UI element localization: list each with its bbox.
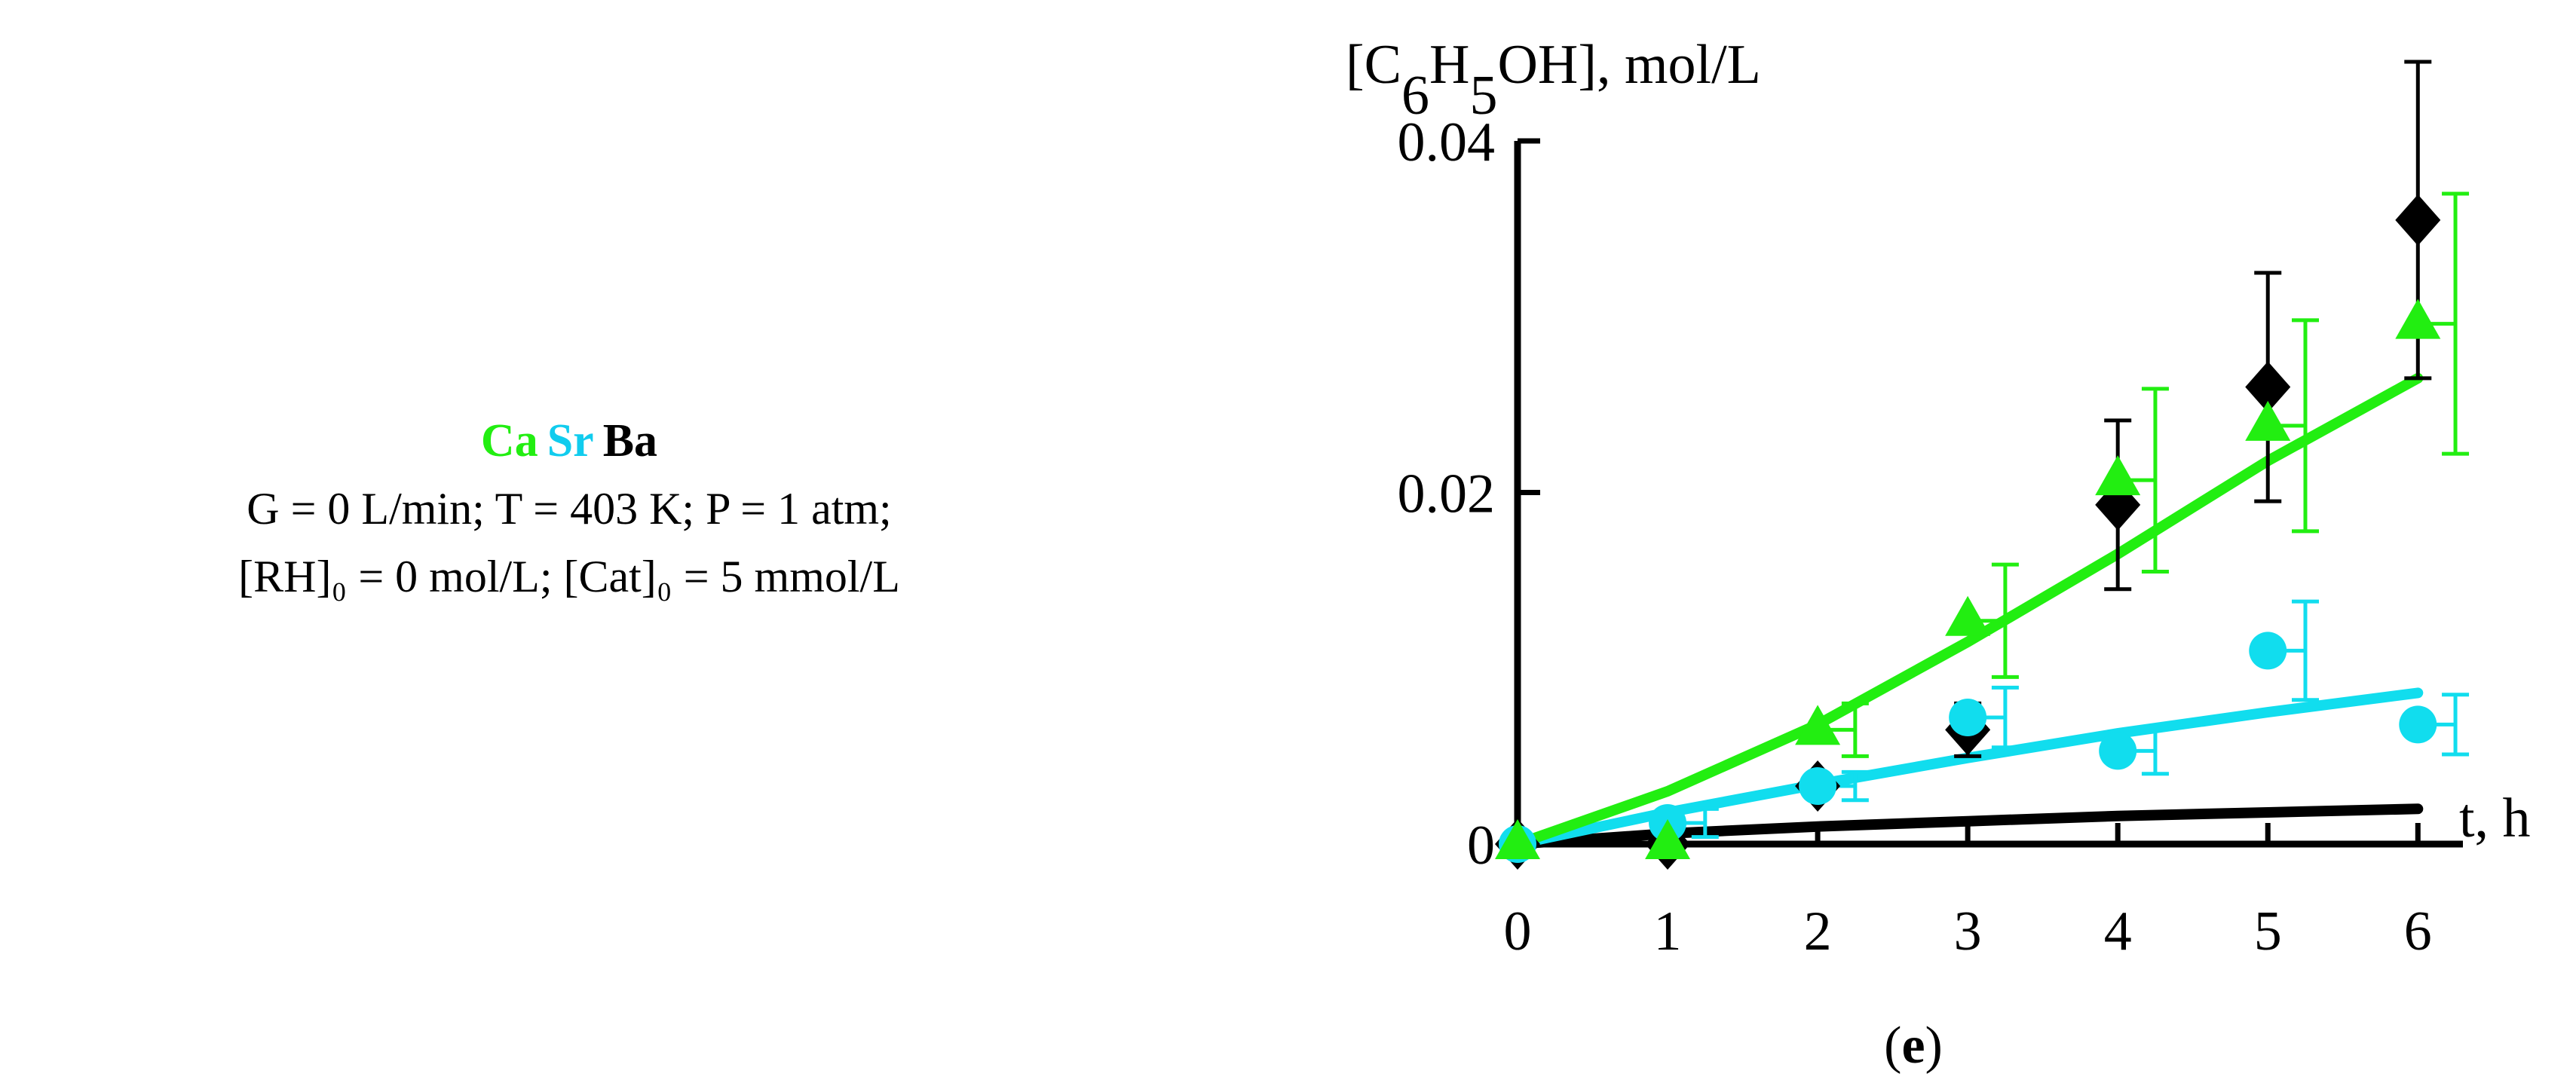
panel-label: (e) [1884, 1017, 1943, 1075]
data-point-sr [2399, 705, 2437, 744]
x-tick-label: 2 [1804, 901, 1832, 962]
conditions-line-1: G = 0 L/min; T = 403 K; P = 1 atm; [247, 484, 892, 534]
data-point-ca [2395, 298, 2441, 339]
data-point-ba [2245, 361, 2291, 413]
x-tick-label: 1 [1654, 901, 1682, 962]
x-tick-label: 0 [1504, 901, 1532, 962]
x-tick-label: 3 [1954, 901, 1982, 962]
y-tick-label: 0.04 [1398, 112, 1496, 173]
x-axis-label: t, h [2459, 788, 2531, 849]
data-point-ca [2245, 400, 2291, 441]
y-axis-label: [C6H5OH], mol/L [1346, 34, 1761, 127]
data-point-sr [1799, 767, 1837, 806]
x-tick-label: 5 [2254, 901, 2282, 962]
data-point-ca [1495, 819, 1540, 859]
conditions-line-2: [RH]₀ = 0 mol/L; [Cat]₀ = 5 mmol/L [238, 552, 900, 601]
legend-ba: Ba [602, 415, 658, 466]
data-point-sr [1949, 699, 1987, 737]
x-tick-label: 4 [2104, 901, 2132, 962]
legend-sr: Sr [547, 415, 594, 466]
y-tick-label: 0 [1467, 815, 1495, 876]
legend-block: Ca Sr Ba G = 0 L/min; T = 403 K; P = 1 atm… [0, 407, 1138, 610]
data-point-ba [2395, 194, 2441, 246]
y-tick-label: 0.02 [1398, 463, 1496, 525]
legend-series: Ca Sr Ba [0, 407, 1138, 475]
legend-ca: Ca [480, 415, 538, 466]
data-point-ca [2095, 455, 2141, 496]
data-point-sr [2249, 632, 2287, 670]
x-tick-label: 6 [2404, 901, 2432, 962]
data-point-ca [1945, 595, 1991, 636]
data-point-sr [2099, 732, 2137, 770]
data-point-ca [1645, 819, 1691, 859]
data-point-ca [1795, 705, 1841, 745]
